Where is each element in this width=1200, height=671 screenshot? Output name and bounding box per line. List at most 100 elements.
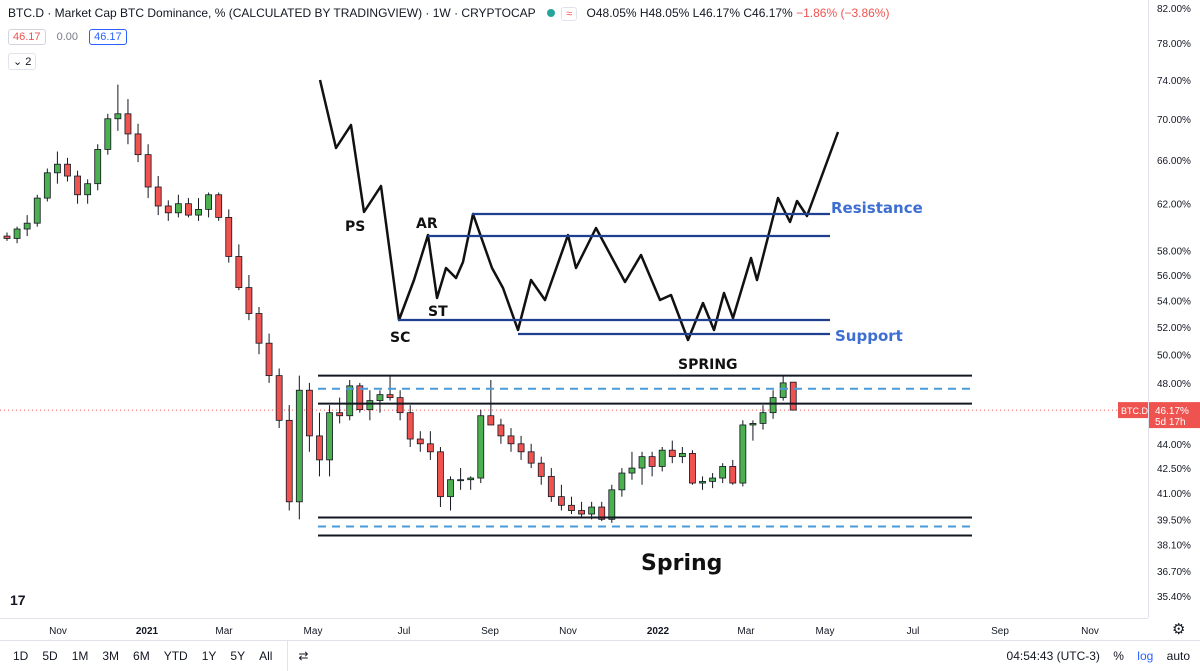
price-tick-label: 74.00% — [1157, 76, 1191, 87]
candle-body — [305, 389, 313, 437]
candle-body — [558, 496, 565, 506]
candle-body — [568, 504, 575, 511]
candle-body — [74, 175, 81, 196]
candle-body — [245, 287, 253, 314]
timeframe-ytd[interactable]: YTD — [163, 649, 188, 663]
chart-canvas[interactable]: BTC.D PS SC AR ST SPRING Resistance Support Spri… — [0, 0, 1149, 618]
candle-body — [749, 423, 757, 426]
spread-chip: 0.00 — [56, 31, 79, 43]
time-tick-label: Jul — [398, 626, 411, 637]
candle-body — [739, 424, 747, 484]
buy-chip[interactable]: 46.17 — [89, 29, 127, 45]
percent-toggle[interactable]: % — [1113, 649, 1124, 663]
price-tick-label: 42.50% — [1157, 464, 1191, 475]
candle-body — [366, 400, 374, 411]
candle-body — [124, 113, 132, 135]
sell-chip[interactable]: 46.17 — [8, 29, 46, 45]
candle-body — [285, 419, 293, 503]
price-tick-label: 82.00% — [1157, 4, 1191, 15]
candle-body — [205, 194, 213, 210]
sc-label: SC — [390, 330, 410, 346]
time-tick-label: 2021 — [136, 626, 159, 637]
candle-body — [588, 506, 596, 515]
timeframe-6m[interactable]: 6M — [133, 649, 150, 663]
candle-body — [497, 424, 505, 437]
tradingview-logo[interactable]: 17 — [10, 592, 26, 608]
timeframe-all[interactable]: All — [259, 649, 273, 663]
ohlc-close: C46.17% — [743, 6, 793, 20]
candle-body — [54, 163, 61, 174]
auto-toggle[interactable]: auto — [1166, 649, 1190, 663]
candle-body — [658, 449, 666, 467]
price-tick-label: 44.00% — [1157, 440, 1191, 451]
candle-body — [769, 397, 777, 414]
approx-icon[interactable]: ≈ — [561, 7, 578, 21]
candle-body — [487, 415, 495, 426]
timeframe-5y[interactable]: 5Y — [230, 649, 246, 663]
timeframe-3m[interactable]: 3M — [102, 649, 120, 663]
log-toggle[interactable]: log — [1137, 649, 1154, 663]
resistance-label: Resistance — [831, 199, 923, 217]
candle-body — [235, 256, 243, 288]
candle-body — [33, 197, 41, 224]
candle-body — [114, 113, 122, 120]
timeframe-1d[interactable]: 1D — [13, 649, 29, 663]
time-tick-label: May — [304, 626, 323, 637]
price-tick-label: 38.10% — [1157, 541, 1191, 552]
price-axis[interactable]: 82.00% 78.00% 74.00% 70.00% 66.00% 62.00% 58.0… — [1148, 0, 1200, 618]
ohlc-high: H48.05% — [639, 6, 690, 20]
candle-body — [406, 412, 414, 440]
price-tick-label: 66.00% — [1157, 156, 1191, 167]
support-label: Support — [835, 327, 903, 345]
compare-date-range-icon[interactable]: ⇄ — [287, 641, 315, 671]
candle-body — [225, 217, 233, 257]
price-tick-label: 50.00% — [1157, 350, 1191, 361]
ohlc-low: L46.17% — [692, 6, 741, 20]
candle-body — [668, 449, 676, 458]
spring-schematic-label: SPRING — [678, 357, 738, 373]
timeframe-list: 1D 5D 1M 3M 6M YTD 1Y 5Y All ⇄ — [6, 641, 315, 671]
candle-body — [316, 435, 323, 461]
spring-label: Spring — [641, 551, 722, 576]
candle-body — [527, 451, 535, 464]
chevron-down-icon: ⌄ — [13, 56, 23, 68]
candle-body — [507, 435, 515, 445]
price-tick-label: 48.00% — [1157, 379, 1191, 390]
price-tick-label: 70.00% — [1157, 115, 1191, 126]
timeframe-1y[interactable]: 1Y — [201, 649, 217, 663]
timeframe-1m[interactable]: 1M — [71, 649, 89, 663]
time-tick-label: Mar — [737, 626, 755, 637]
candle-body — [295, 389, 303, 503]
candle-body — [426, 443, 434, 453]
candle-body — [608, 489, 616, 520]
price-axis-svg: 82.00% 78.00% 74.00% 70.00% 66.00% 62.00% 58.0… — [1149, 4, 1200, 603]
gear-icon[interactable]: ⚙ — [1172, 621, 1186, 638]
bottom-right-controls: 04:54:43 (UTC-3) % log auto — [997, 649, 1190, 663]
candle-body — [457, 479, 465, 482]
time-tick-label: Nov — [1081, 626, 1099, 637]
st-label: ST — [428, 304, 448, 320]
candle-body — [598, 506, 606, 520]
clock-readout[interactable]: 04:54:43 (UTC-3) — [1006, 649, 1100, 663]
time-tick-label: Sep — [991, 626, 1009, 637]
price-tick-label: 52.00% — [1157, 323, 1191, 334]
last-price-symbol: BTC.D — [1121, 406, 1148, 416]
candle-body — [537, 462, 545, 477]
chart-svg[interactable]: BTC.D PS SC AR ST SPRING Resistance Support Spri… — [0, 0, 1149, 618]
candle-body — [689, 453, 696, 484]
wyckoff-price-path — [318, 79, 840, 342]
candle-body — [437, 451, 444, 498]
time-tick-label: Sep — [481, 626, 499, 637]
symbol-legend: BTC.D · Market Cap BTC Dominance, % (CAL… — [8, 6, 889, 21]
ps-label: PS — [345, 219, 365, 235]
timeframe-5d[interactable]: 5D — [42, 649, 58, 663]
candle-body — [618, 472, 626, 491]
price-tick-label: 62.00% — [1157, 200, 1191, 211]
indicators-collapse[interactable]: ⌄ 2 — [8, 53, 37, 70]
symbol-title[interactable]: BTC.D · Market Cap BTC Dominance, % (CAL… — [8, 6, 536, 20]
time-tick-label: Mar — [215, 626, 233, 637]
logo-text: 17 — [10, 592, 26, 608]
time-axis[interactable]: Nov 2021 Mar May Jul Sep Nov 2022 Mar May Jul Sep No… — [0, 618, 1148, 641]
candle-body — [578, 510, 585, 515]
time-axis-svg: Nov 2021 Mar May Jul Sep Nov 2022 Mar May Jul Sep No… — [49, 626, 1099, 637]
